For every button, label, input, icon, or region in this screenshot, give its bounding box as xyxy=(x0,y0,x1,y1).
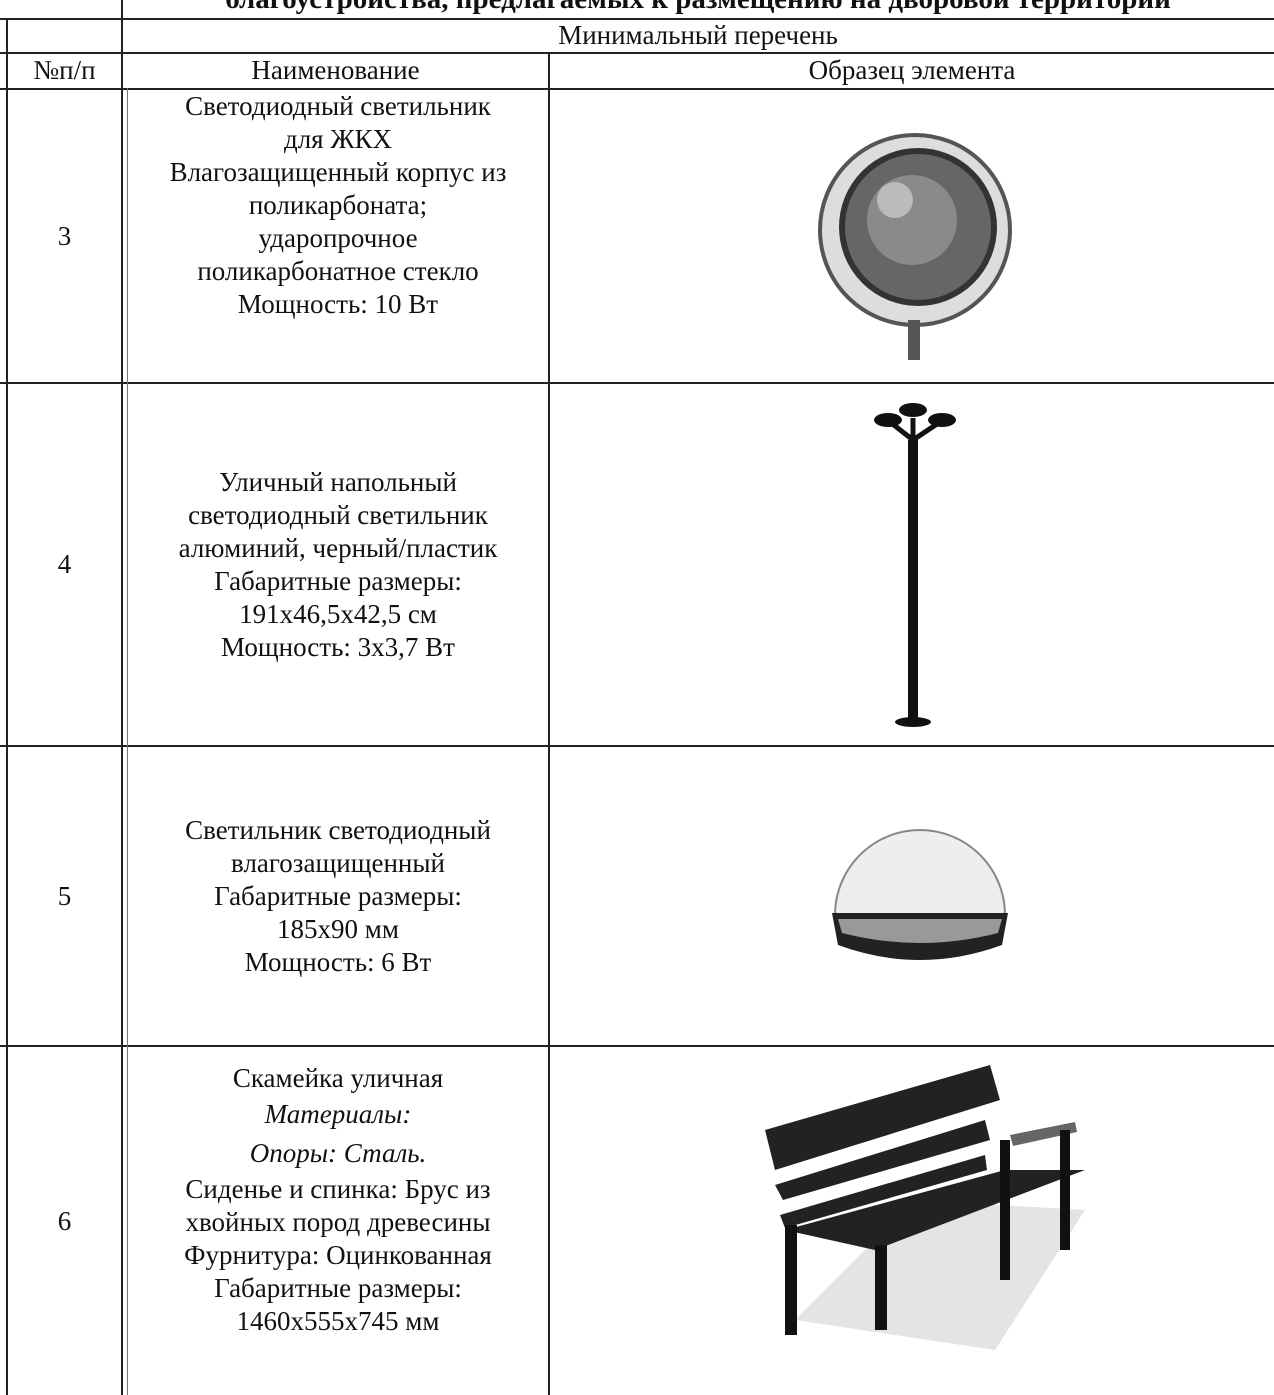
text-line: Материалы: xyxy=(264,1099,412,1129)
text-line: Опоры: Сталь. xyxy=(249,1138,427,1168)
text-line: Светодиодный светильник xyxy=(185,91,491,121)
rule xyxy=(121,0,123,1395)
text-line: Мощность: 3х3,7 Вт xyxy=(221,631,455,662)
text-line: 185х90 мм xyxy=(277,913,399,944)
text-line: Габаритные размеры: xyxy=(214,880,462,911)
text-line: Габаритные размеры: xyxy=(214,1273,462,1303)
row-number: 5 xyxy=(57,880,72,911)
column-header: Наименование xyxy=(251,55,420,85)
lamp-image xyxy=(818,133,1012,360)
rule xyxy=(548,52,550,1395)
column-header: №п/п xyxy=(33,55,96,85)
text-line: Мощность: 6 Вт xyxy=(244,946,432,977)
row-number: 6 xyxy=(57,1205,72,1236)
text-line: 191х46,5х42,5 см xyxy=(239,598,437,629)
text-line: Фурнитура: Оцинкованная xyxy=(184,1240,492,1270)
rule xyxy=(0,745,1274,747)
group-header: Минимальный перечень xyxy=(558,20,838,50)
text-line: Габаритные размеры: xyxy=(214,565,462,596)
text-line: 1460х555х745 мм xyxy=(236,1306,440,1336)
text-line: Сиденье и спинка: Брус из xyxy=(185,1174,491,1204)
street-lamp-image xyxy=(874,403,956,727)
text-line: Скамейка уличная xyxy=(232,1063,444,1093)
bench-image xyxy=(765,1065,1085,1350)
row-number: 3 xyxy=(57,220,72,251)
text-line: поликарбонатное стекло xyxy=(197,256,479,286)
description: Скамейка уличная Материалы: Опоры: Сталь… xyxy=(128,1062,548,1372)
text-line: поликарбоната; xyxy=(248,190,428,220)
rule xyxy=(6,18,8,1395)
text-line: Мощность: 10 Вт xyxy=(237,289,439,319)
text-line: влагозащищенный xyxy=(231,847,445,878)
rule xyxy=(0,382,1274,384)
description: Светильник светодиодный влагозащищенный … xyxy=(128,747,548,1045)
rule xyxy=(0,88,1274,90)
rule xyxy=(0,18,1274,20)
column-header: Образец элемента xyxy=(808,55,1016,85)
text-line: ударопрочное xyxy=(258,223,418,253)
dome-lamp-image xyxy=(832,829,1008,960)
text-line: хвойных пород древесины xyxy=(185,1207,491,1237)
description: Светодиодный светильник для ЖКХ Влагозащ… xyxy=(128,90,548,360)
text-line: Уличный напольный xyxy=(219,466,457,497)
row-number: 4 xyxy=(57,549,72,579)
rule xyxy=(127,88,128,1395)
text-line: Влагозащищенный корпус из xyxy=(169,157,507,187)
text-line: Светильник светодиодный xyxy=(185,814,491,845)
text-line: для ЖКХ xyxy=(283,124,393,154)
rule xyxy=(0,1045,1274,1047)
document-title: благоустройства, предлагаемых к размещен… xyxy=(122,0,1274,16)
rule xyxy=(0,52,1274,54)
text-line: светодиодный светильник xyxy=(188,499,488,530)
description: Уличный напольный светодиодный светильни… xyxy=(128,384,548,745)
text-line: алюминий, черный/пластик xyxy=(178,532,498,563)
